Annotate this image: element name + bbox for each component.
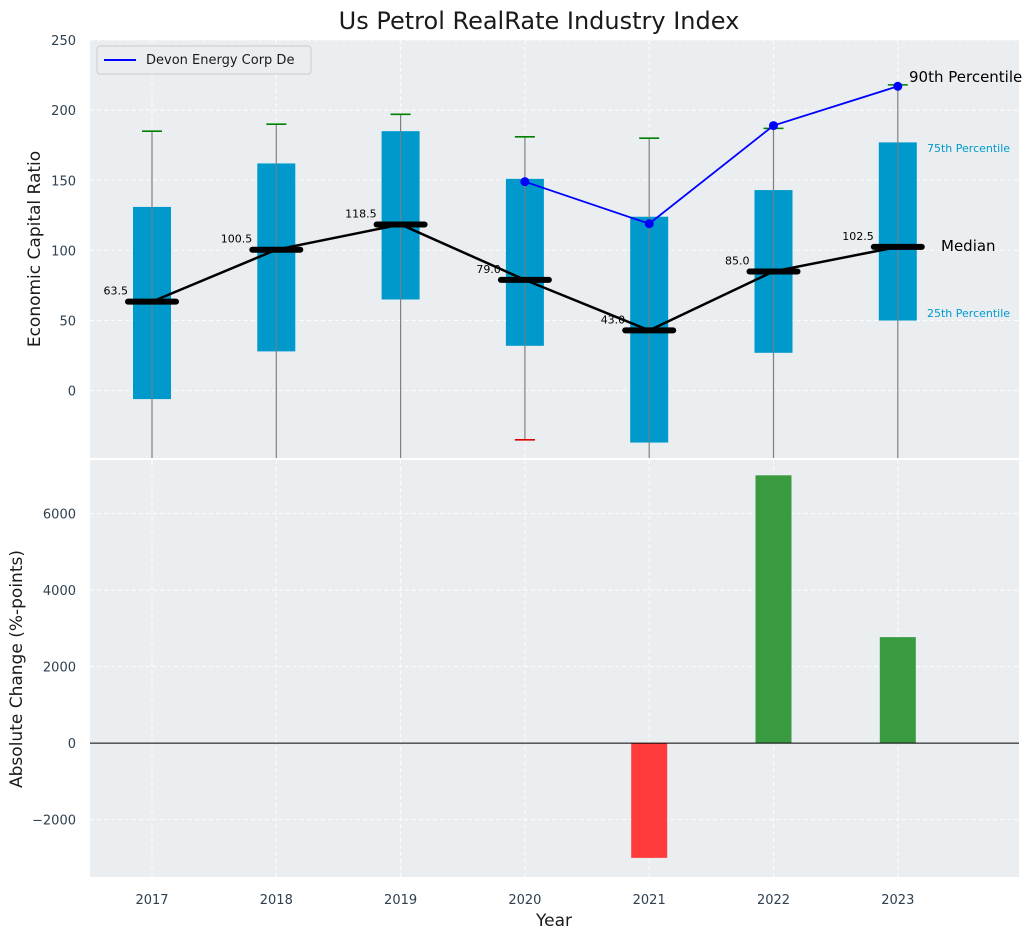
median-trend: 63.5 100.5 118.5 79.0 43.0 85.0 102.5 xyxy=(104,207,925,334)
annotation-90th: 90th Percentile xyxy=(909,68,1022,86)
change-bar-2023 xyxy=(879,637,916,744)
x-tick-label-2017: 2017 xyxy=(135,893,168,908)
x-tick-label-2020: 2020 xyxy=(508,893,541,908)
bottom-y-tick-label: −2000 xyxy=(32,814,76,829)
top-gridlines xyxy=(90,39,1019,458)
x-tick-label-2023: 2023 xyxy=(881,893,914,908)
chart-title: Us Petrol RealRate Industry Index xyxy=(339,7,740,35)
company-line xyxy=(524,85,899,225)
company-point-2023 xyxy=(893,81,903,91)
median-value-label-2017: 63.5 xyxy=(104,285,129,298)
company-point-2021 xyxy=(644,219,654,229)
bottom-y-tick-label: 4000 xyxy=(43,584,76,599)
x-axis-title: Year xyxy=(535,911,572,931)
x-ticks: 2017 2018 2019 2020 2021 2022 2023 xyxy=(135,893,914,908)
legend[interactable]: Devon Energy Corp De xyxy=(96,45,312,75)
percentile-annotations: 90th Percentile 75th Percentile Median 2… xyxy=(909,68,1022,320)
annotation-75th: 75th Percentile xyxy=(927,142,1010,155)
median-value-label-2019: 118.5 xyxy=(345,207,377,220)
top-panel: 0 50 100 150 200 250 63.5 100.5 118.5 79.0 43.0 85… xyxy=(25,34,1022,458)
company-series xyxy=(520,81,903,229)
top-y-tick-label: 150 xyxy=(51,174,76,189)
change-bar-2021 xyxy=(631,743,668,858)
bottom-y-ticks: −2000 0 2000 4000 6000 xyxy=(32,508,76,829)
bottom-y-tick-label: 2000 xyxy=(43,661,76,676)
top-y-tick-label: 0 xyxy=(68,385,76,400)
x-tick-label-2021: 2021 xyxy=(633,893,666,908)
bottom-y-axis-title: Absolute Change (%-points) xyxy=(7,550,27,788)
company-point-2020 xyxy=(520,177,530,187)
x-tick-label-2018: 2018 xyxy=(260,893,293,908)
median-value-label-2022: 85.0 xyxy=(725,254,750,267)
top-y-tick-label: 250 xyxy=(51,34,76,49)
median-value-label-2020: 79.0 xyxy=(476,263,501,276)
median-value-label-2021: 43.0 xyxy=(601,313,626,326)
annotation-25th: 25th Percentile xyxy=(927,307,1010,320)
x-tick-label-2022: 2022 xyxy=(757,893,790,908)
bottom-y-tick-label: 6000 xyxy=(43,508,76,523)
annotation-median: Median xyxy=(941,237,996,255)
change-bar-2022 xyxy=(755,475,792,744)
legend-box xyxy=(96,45,312,75)
legend-label: Devon Energy Corp De xyxy=(146,53,294,68)
top-y-tick-label: 50 xyxy=(59,315,76,330)
x-tick-label-2019: 2019 xyxy=(384,893,417,908)
bottom-y-tick-label: 0 xyxy=(68,737,76,752)
median-value-label-2023: 102.5 xyxy=(842,230,874,243)
company-point-2022 xyxy=(769,121,778,131)
change-bars xyxy=(631,475,916,858)
top-y-tick-label: 100 xyxy=(51,244,76,259)
top-y-tick-label: 200 xyxy=(51,104,76,119)
bottom-panel-background xyxy=(90,460,1019,877)
median-value-label-2018: 100.5 xyxy=(221,233,253,246)
top-y-ticks: 0 50 100 150 200 250 xyxy=(51,34,76,400)
top-y-axis-title: Economic Capital Ratio xyxy=(25,151,45,347)
